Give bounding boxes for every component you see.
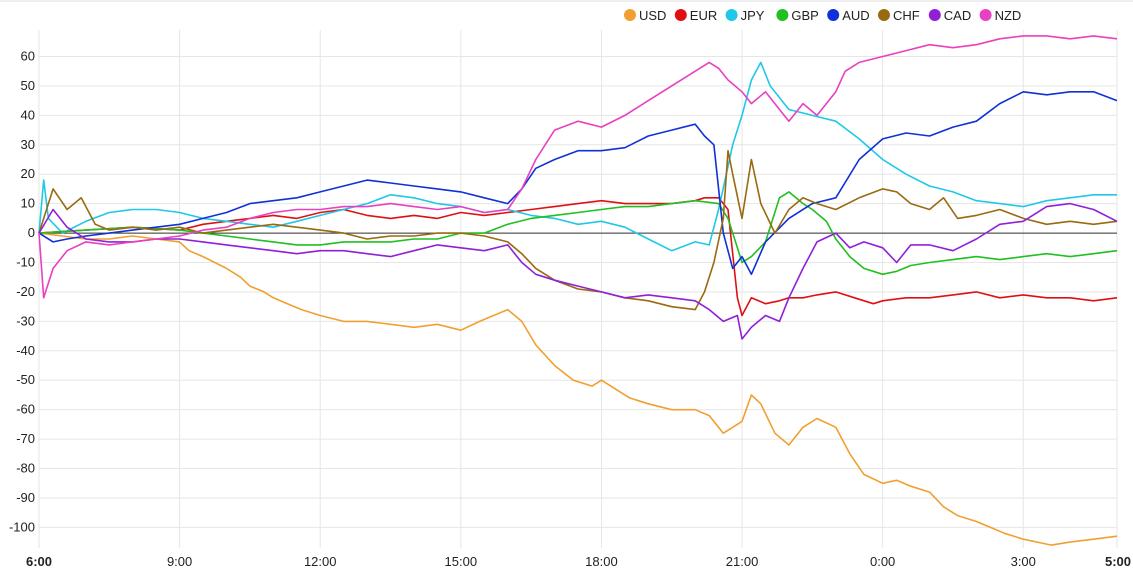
series-line-gbp [38, 191, 1118, 276]
legend-swatch-usd [624, 9, 636, 21]
series-lines [38, 35, 1118, 546]
legend-swatch-eur [674, 9, 687, 21]
y-tick-label: 20 [21, 166, 35, 181]
legend-swatch-chf [878, 9, 890, 21]
legend-item-jpy[interactable]: JPY [725, 8, 765, 23]
grid [0, 0, 1133, 548]
x-tick-label: 15:00 [445, 554, 478, 569]
y-tick-label: -20 [16, 284, 35, 299]
legend-item-nzd[interactable]: NZD [979, 8, 1022, 23]
legend-label: CAD [944, 8, 971, 23]
series-line-nzd [38, 35, 1118, 299]
legend-item-cad[interactable]: CAD [928, 8, 971, 23]
y-tick-label: -40 [16, 343, 35, 358]
x-tick-label: 21:00 [726, 554, 759, 569]
x-tick-label: 6:00 [26, 554, 52, 569]
x-tick-label: 12:00 [304, 554, 337, 569]
legend-swatch-cad [928, 9, 941, 21]
legend-label: EUR [690, 8, 717, 23]
y-tick-label: -70 [16, 431, 35, 446]
y-tick-label: -10 [16, 255, 35, 270]
legend-swatch-gbp [776, 9, 789, 21]
x-tick-label: 5:00 [1105, 554, 1131, 569]
legend-item-eur[interactable]: EUR [674, 8, 717, 23]
legend-item-gbp[interactable]: GBP [776, 8, 819, 23]
y-tick-label: 60 [21, 48, 35, 63]
x-tick-label: 9:00 [167, 554, 192, 569]
y-tick-label: 50 [21, 78, 35, 93]
axes: 60 50 40 30 20 10 0 -10 -20 -30 -40 -50 -60 -70 -80 -90… [9, 48, 1131, 569]
x-tick-label: 0:00 [870, 554, 895, 569]
legend-label: GBP [791, 8, 818, 23]
legend-label: AUD [842, 8, 869, 23]
series-line-chf [38, 149, 1118, 311]
legend-label: JPY [741, 8, 765, 23]
legend-label: CHF [893, 8, 920, 23]
legend-label: NZD [995, 8, 1022, 23]
y-tick-label: -100 [9, 519, 35, 534]
y-tick-label: 30 [21, 137, 35, 152]
legend-label: USD [639, 8, 666, 23]
y-tick-label: -60 [16, 402, 35, 417]
legend: USD EUR JPY GBP AUD CHF CAD NZD [624, 8, 1021, 23]
series-line-aud [38, 91, 1118, 276]
legend-swatch-nzd [979, 9, 992, 21]
legend-item-chf[interactable]: CHF [878, 8, 920, 23]
y-tick-label: -50 [16, 372, 35, 387]
y-tick-label: -90 [16, 490, 35, 505]
y-tick-label: -30 [16, 313, 35, 328]
legend-swatch-jpy [725, 9, 738, 21]
y-tick-label: -80 [16, 461, 35, 476]
x-tick-label: 18:00 [585, 554, 618, 569]
series-line-usd [38, 232, 1118, 546]
y-tick-label: 0 [28, 225, 35, 240]
series-line-jpy [38, 61, 1117, 252]
x-tick-label: 3:00 [1011, 554, 1036, 569]
y-tick-label: 10 [21, 196, 35, 211]
legend-item-aud[interactable]: AUD [827, 8, 870, 23]
series-line-cad [38, 202, 1118, 340]
legend-swatch-aud [827, 9, 840, 21]
legend-item-usd[interactable]: USD [624, 8, 666, 23]
y-tick-label: 40 [21, 107, 35, 122]
